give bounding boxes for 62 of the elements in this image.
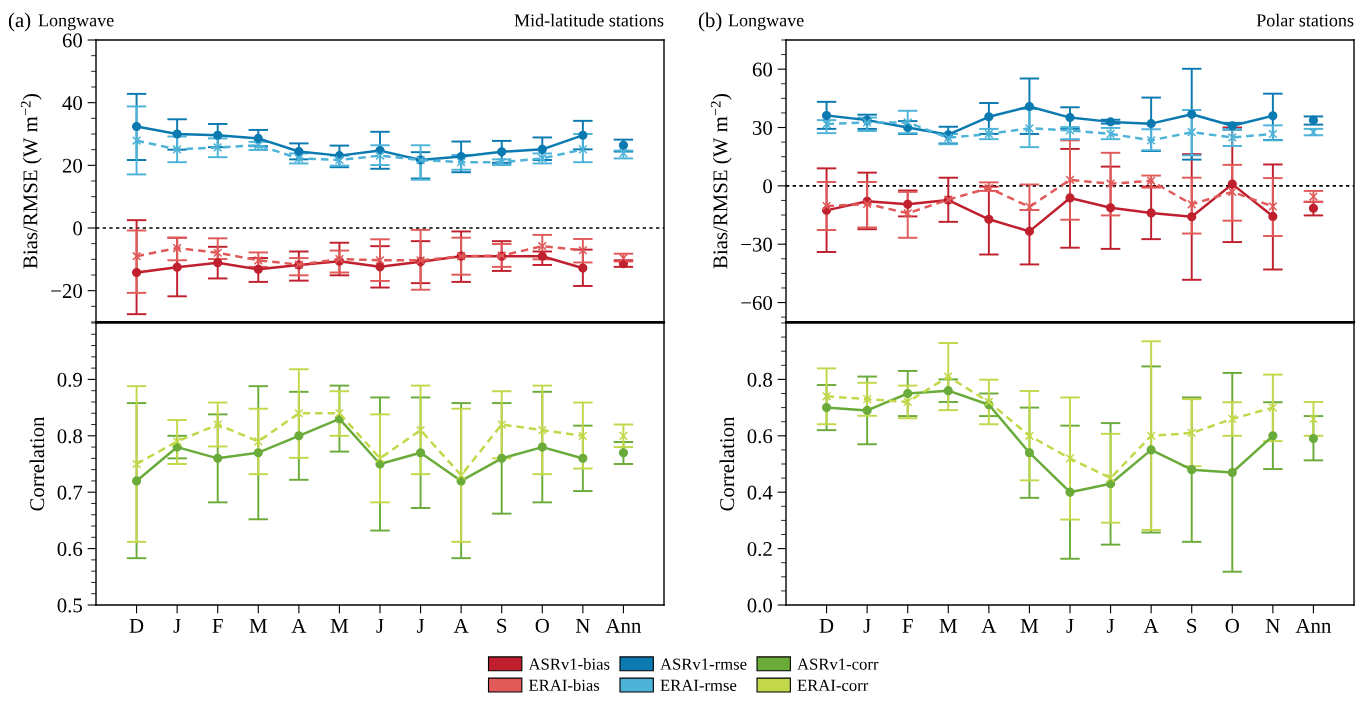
x-tick-label: O	[535, 618, 549, 633]
legend-label: ASRv1-corr	[797, 658, 879, 670]
y-tick-label: 0.8	[57, 429, 83, 444]
y-tick-label: 0.4	[747, 485, 773, 500]
x-tick-label: N	[575, 619, 590, 633]
x-tick-label: S	[1187, 618, 1197, 633]
chart-subtitle: Mid-latitude stations	[514, 13, 664, 27]
legend-label: ASRv1-bias	[528, 658, 610, 670]
legend-label: ERAI-corr	[797, 679, 869, 691]
y-tick-label: 0.6	[57, 541, 83, 557]
y-tick-label: 0.2	[747, 541, 772, 557]
x-tick-label: M	[249, 619, 267, 633]
y-axis-title: Bias/RMSE (W m$^{−2}$)	[710, 94, 732, 269]
x-tick-label: D	[819, 619, 834, 633]
y-axis-title: Correlation	[29, 416, 45, 511]
chart-subtitle: Polar stations	[1256, 13, 1354, 27]
x-tick-label: F	[902, 619, 913, 633]
x-tick-label: J	[173, 619, 181, 633]
legend-label: ASRv1-rmse	[660, 658, 747, 670]
x-tick-label: A	[453, 618, 469, 633]
x-tick-label: S	[497, 618, 507, 633]
chart-title: Longwave	[728, 14, 804, 31]
y-axis-title: Bias/RMSE (W m$^{−2}$)	[20, 94, 42, 269]
y-tick-label: 0.9	[57, 372, 82, 387]
y-tick-label: −60	[741, 295, 773, 310]
y-tick-label: 0.8	[747, 372, 773, 387]
y-tick-label: −20	[51, 284, 83, 299]
x-tick-label: A	[291, 618, 307, 633]
y-tick-label: 0.0	[747, 598, 773, 613]
x-tick-label: Ann	[1295, 618, 1332, 633]
x-tick-label: A	[1143, 618, 1159, 633]
x-tick-label: N	[1265, 619, 1280, 633]
y-tick-label: −30	[741, 237, 773, 252]
text: (a)	[8, 12, 31, 32]
y-tick-label: 20	[62, 158, 83, 173]
chart-title: Longwave	[38, 14, 114, 31]
x-tick-label: D	[129, 619, 144, 633]
y-tick-label: 60	[62, 33, 83, 48]
y-tick-label: 40	[62, 96, 83, 111]
y-tick-label: 0	[73, 221, 83, 236]
text: (b)	[698, 12, 722, 32]
y-tick-label: 0.7	[57, 485, 83, 500]
x-tick-label: M	[330, 619, 349, 633]
y-tick-label: 0.5	[57, 598, 82, 613]
x-tick-label: J	[1106, 619, 1115, 633]
y-tick-label: 0	[763, 179, 773, 194]
legend-label: ERAI-rmse	[660, 679, 737, 691]
y-tick-label: 30	[752, 120, 773, 135]
x-tick-label: J	[416, 619, 425, 633]
x-tick-label: J	[376, 619, 384, 633]
x-tick-label: Ann	[605, 618, 642, 633]
y-tick-label: 60	[752, 62, 773, 77]
x-tick-label: J	[863, 619, 871, 633]
x-tick-label: F	[212, 619, 223, 633]
y-axis-title: Correlation	[719, 416, 735, 511]
x-tick-label: A	[981, 618, 997, 633]
x-tick-label: J	[1066, 619, 1074, 633]
y-tick-label: 0.6	[747, 429, 773, 444]
x-tick-label: M	[939, 619, 957, 633]
legend-label: ERAI-bias	[528, 679, 600, 691]
x-tick-label: M	[1020, 619, 1039, 633]
x-tick-label: O	[1225, 618, 1239, 633]
